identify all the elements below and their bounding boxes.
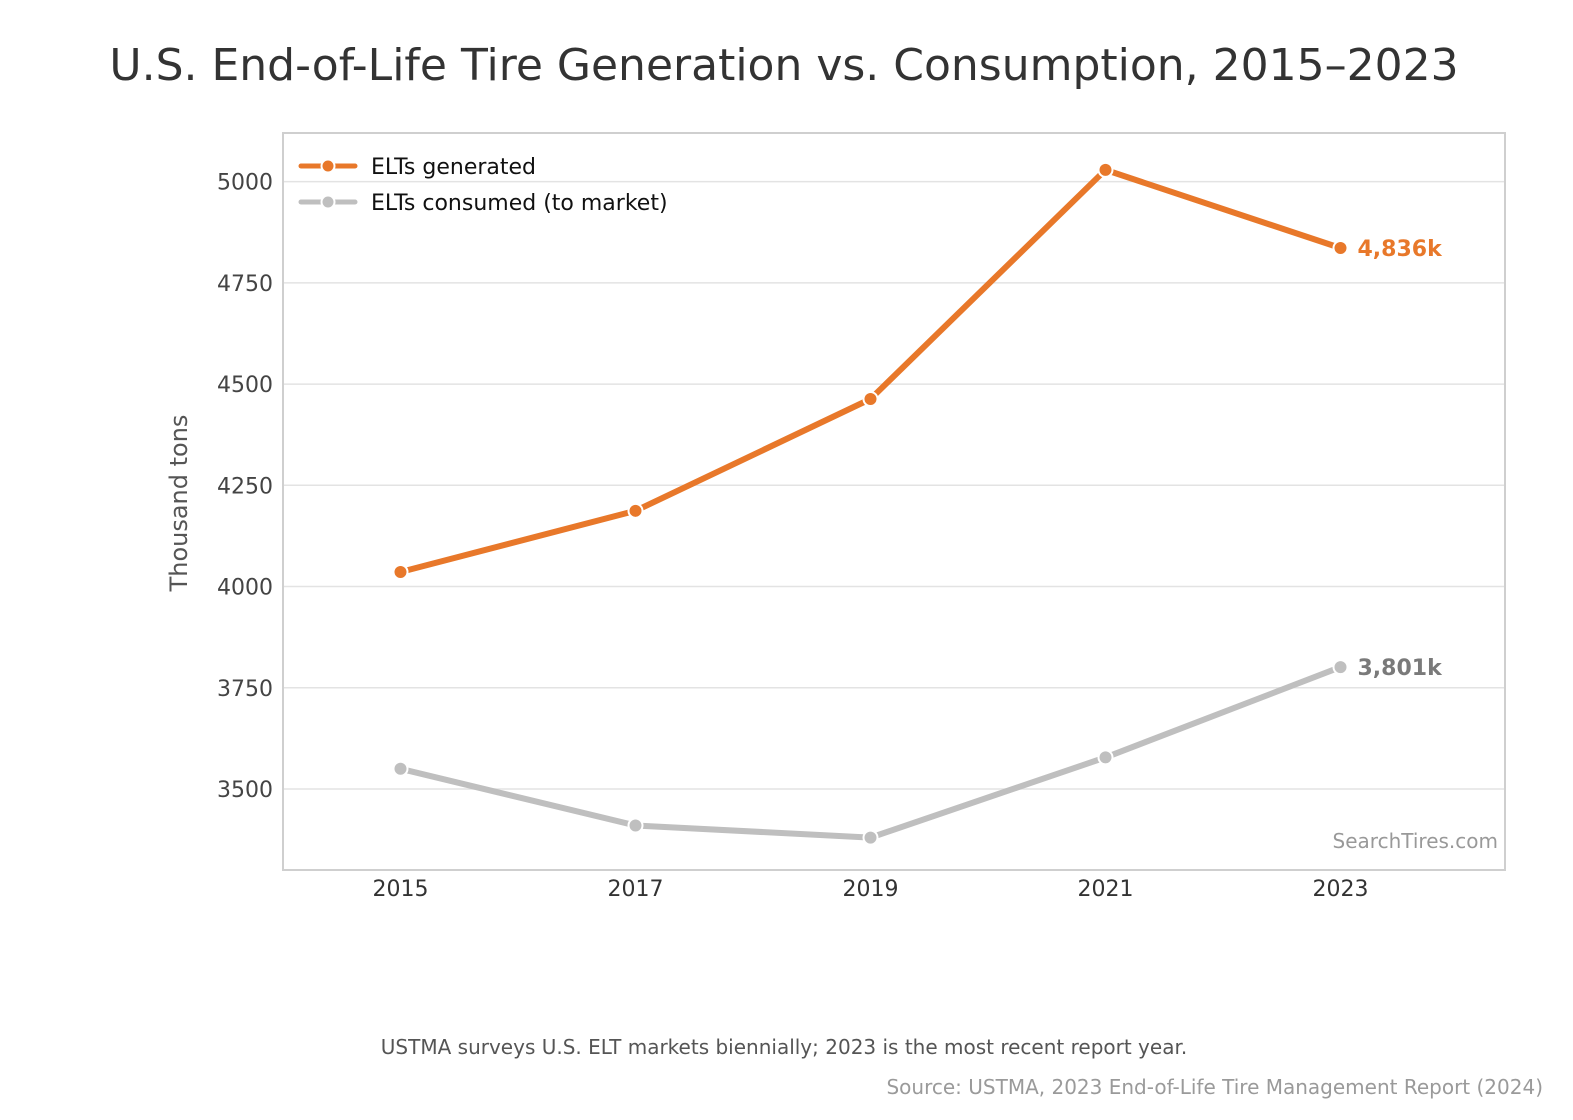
data-point-generated-2023 bbox=[1332, 240, 1349, 257]
x-tick-label-2017: 2017 bbox=[608, 877, 664, 902]
end-label-generated: 4,836k bbox=[1358, 237, 1444, 262]
data-point-generated-2021 bbox=[1097, 161, 1114, 178]
legend-label-generated: ELTs generated bbox=[371, 155, 536, 180]
x-axis-ticks: 2015 2017 2019 2021 2023 bbox=[373, 877, 1369, 902]
legend-label-consumed: ELTs consumed (to market) bbox=[371, 191, 668, 216]
y-axis-title: Thousand tons bbox=[165, 415, 193, 593]
chart-title: U.S. End-of-Life Tire Generation vs. Con… bbox=[109, 40, 1458, 91]
legend-swatch-marker-generated bbox=[320, 158, 336, 174]
end-label-consumed: 3,801k bbox=[1358, 656, 1444, 681]
y-tick-label-3500: 3500 bbox=[217, 778, 273, 803]
data-point-consumed-2015 bbox=[392, 760, 409, 777]
y-tick-label-4500: 4500 bbox=[217, 373, 273, 398]
y-tick-label-5000: 5000 bbox=[217, 171, 273, 196]
gridlines bbox=[283, 180, 1505, 790]
watermark: SearchTires.com bbox=[1333, 829, 1498, 853]
y-tick-label-3750: 3750 bbox=[217, 677, 273, 702]
y-axis-ticks: 3500 3750 4000 4250 4500 4750 5000 bbox=[217, 171, 273, 803]
data-point-generated-2019 bbox=[862, 391, 879, 408]
data-point-consumed-2021 bbox=[1097, 749, 1114, 766]
y-tick-label-4000: 4000 bbox=[217, 576, 273, 601]
x-tick-label-2023: 2023 bbox=[1313, 877, 1369, 902]
x-tick-label-2015: 2015 bbox=[373, 877, 429, 902]
y-tick-label-4750: 4750 bbox=[217, 272, 273, 297]
series-lines: 4,836k 3,801k bbox=[392, 161, 1444, 846]
footnote: USTMA surveys U.S. ELT markets bienniall… bbox=[381, 1035, 1187, 1059]
legend-swatch-marker-consumed bbox=[320, 194, 336, 210]
data-point-generated-2017 bbox=[627, 502, 644, 519]
series-line-consumed bbox=[397, 664, 1344, 841]
x-tick-label-2021: 2021 bbox=[1078, 877, 1134, 902]
data-point-generated-2015 bbox=[392, 563, 409, 580]
data-point-consumed-2019 bbox=[862, 829, 879, 846]
y-tick-label-4250: 4250 bbox=[217, 474, 273, 499]
source-note: Source: USTMA, 2023 End-of-Life Tire Man… bbox=[886, 1075, 1543, 1099]
data-point-consumed-2017 bbox=[627, 817, 644, 834]
data-point-consumed-2023 bbox=[1332, 659, 1349, 676]
series-line-generated bbox=[397, 166, 1344, 575]
legend-item-generated: ELTs generated bbox=[298, 155, 536, 180]
legend-item-consumed: ELTs consumed (to market) bbox=[298, 191, 668, 216]
x-tick-label-2019: 2019 bbox=[843, 877, 899, 902]
legend: ELTs generated ELTs consumed (to market) bbox=[298, 155, 668, 216]
plot-frame bbox=[282, 132, 1506, 871]
